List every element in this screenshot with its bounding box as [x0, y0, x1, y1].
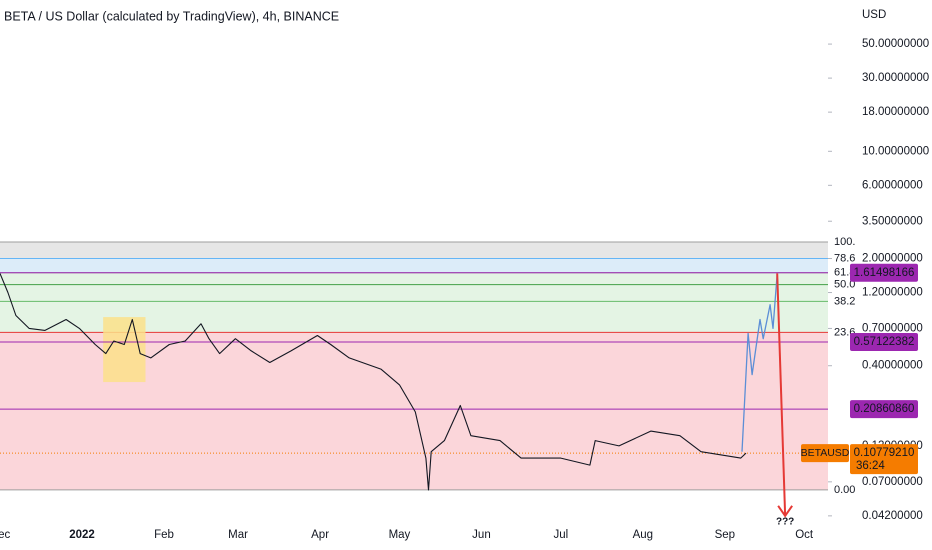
- y-tick-label: 0.40000000: [862, 360, 923, 372]
- x-tick-label: Mar: [228, 529, 248, 541]
- level-price-label: 0.57122382: [854, 336, 915, 348]
- fib-band: [0, 272, 828, 285]
- level-price-box: [850, 263, 918, 282]
- highlight-box: [103, 317, 146, 383]
- y-tick-label: 6.00000000: [862, 179, 923, 191]
- fib-band: [0, 258, 828, 273]
- level-price-box: [850, 400, 918, 419]
- fib-label: 0.00: [834, 484, 855, 496]
- x-tick-label: Sep: [715, 529, 735, 541]
- forecast-arrow: [776, 273, 787, 516]
- last-price-label: 0.10779210: [854, 447, 915, 459]
- symbol-tag: [801, 444, 849, 463]
- fib-label: 78.6: [834, 252, 855, 264]
- y-tick-label: 0.07000000: [862, 476, 923, 488]
- y-tick-label: 3.50000000: [862, 215, 923, 227]
- x-tick-label: Aug: [633, 529, 653, 541]
- fib-band: [0, 242, 828, 259]
- fib-label: 100.: [834, 236, 855, 248]
- x-tick-label: Apr: [311, 529, 329, 541]
- y-tick-label: 10.00000000: [862, 145, 929, 157]
- symbol-tag-label: BETAUSD: [801, 447, 850, 459]
- countdown-label: 36:24: [856, 460, 885, 472]
- y-tick-label: 30.00000000: [862, 72, 929, 84]
- x-tick-label: May: [389, 529, 411, 541]
- y-tick-label: 2.00000000: [862, 253, 923, 265]
- x-tick-label: Oct: [795, 529, 814, 541]
- level-price-box: [850, 332, 918, 351]
- projection-line: [741, 273, 778, 452]
- last-price-box: [850, 444, 918, 475]
- currency-label: USD: [862, 9, 886, 21]
- fib-band: [0, 284, 828, 302]
- fib-label: 50.0: [834, 279, 855, 291]
- arrow-head: [777, 505, 793, 518]
- level-price-label: 0.20860860: [854, 403, 915, 415]
- price-axis: 50.00000000 30.00000000 18.00000000 10.0000…: [828, 38, 929, 522]
- y-tick-label: 18.00000000: [862, 106, 929, 118]
- fib-label: 38.2: [834, 295, 855, 307]
- y-tick-label: 50.00000000: [862, 38, 929, 50]
- plot-area: [0, 241, 828, 491]
- x-tick-label: Feb: [154, 529, 174, 541]
- chart-title: BETA / US Dollar (calculated by TradingV…: [4, 9, 339, 23]
- level-price-label: 1.61498166: [854, 267, 915, 279]
- x-tick-label: Dec: [0, 529, 10, 541]
- x-tick-label: 2022: [69, 529, 95, 541]
- arrow-label: ???: [776, 516, 794, 527]
- x-tick-label: Jun: [472, 529, 491, 541]
- x-tick-label: Jul: [553, 529, 568, 541]
- y-tick-label: 1.20000000: [862, 287, 923, 299]
- y-tick-label: 0.04200000: [862, 510, 923, 522]
- y-tick-label: 0.70000000: [862, 322, 923, 334]
- price-line: [0, 273, 747, 491]
